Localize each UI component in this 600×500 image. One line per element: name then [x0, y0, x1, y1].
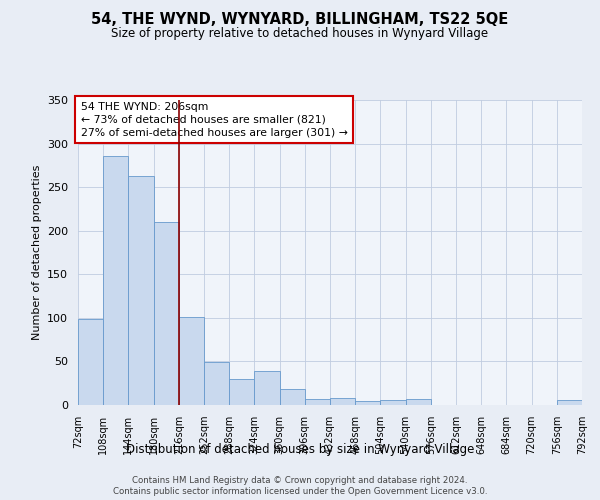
- Bar: [78, 318, 103, 405]
- Text: Size of property relative to detached houses in Wynyard Village: Size of property relative to detached ho…: [112, 28, 488, 40]
- Bar: [154, 222, 179, 405]
- Y-axis label: Number of detached properties: Number of detached properties: [32, 165, 41, 340]
- Text: Contains HM Land Registry data © Crown copyright and database right 2024.: Contains HM Land Registry data © Crown c…: [132, 476, 468, 485]
- Bar: [355, 400, 380, 405]
- Text: 54 THE WYND: 206sqm
← 73% of detached houses are smaller (821)
27% of semi-detac: 54 THE WYND: 206sqm ← 73% of detached ho…: [80, 102, 347, 138]
- Bar: [103, 156, 128, 405]
- Bar: [254, 371, 280, 405]
- Bar: [179, 317, 204, 405]
- Bar: [305, 399, 330, 405]
- Bar: [229, 379, 254, 405]
- Text: Distribution of detached houses by size in Wynyard Village: Distribution of detached houses by size …: [126, 442, 474, 456]
- Bar: [380, 400, 406, 405]
- Bar: [406, 399, 431, 405]
- Bar: [128, 176, 154, 405]
- Bar: [204, 362, 229, 405]
- Bar: [280, 390, 305, 405]
- Text: Contains public sector information licensed under the Open Government Licence v3: Contains public sector information licen…: [113, 488, 487, 496]
- Text: 54, THE WYND, WYNYARD, BILLINGHAM, TS22 5QE: 54, THE WYND, WYNYARD, BILLINGHAM, TS22 …: [91, 12, 509, 28]
- Bar: [330, 398, 355, 405]
- Bar: [557, 400, 582, 405]
